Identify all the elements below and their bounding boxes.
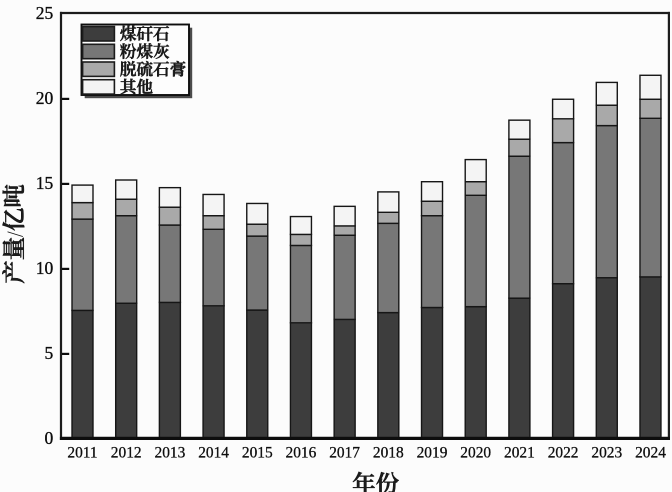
- svg-text:2024: 2024: [635, 444, 666, 461]
- svg-text:10: 10: [36, 258, 54, 278]
- svg-text:2015: 2015: [242, 444, 273, 461]
- svg-text:20: 20: [36, 88, 54, 108]
- svg-text:0: 0: [44, 428, 53, 448]
- svg-text:2022: 2022: [548, 444, 579, 461]
- svg-text:15: 15: [36, 173, 54, 193]
- svg-text:5: 5: [44, 343, 53, 363]
- svg-text:2018: 2018: [373, 444, 404, 461]
- svg-text:2016: 2016: [286, 444, 317, 461]
- svg-text:2023: 2023: [591, 444, 622, 461]
- svg-text:2020: 2020: [460, 444, 491, 461]
- svg-text:2019: 2019: [417, 444, 448, 461]
- svg-text:2017: 2017: [329, 444, 360, 461]
- svg-text:2013: 2013: [155, 444, 186, 461]
- svg-text:2021: 2021: [504, 444, 535, 461]
- svg-text:2011: 2011: [67, 444, 97, 461]
- svg-text:2014: 2014: [198, 444, 229, 461]
- svg-text:25: 25: [36, 3, 54, 23]
- svg-text:2012: 2012: [111, 444, 142, 461]
